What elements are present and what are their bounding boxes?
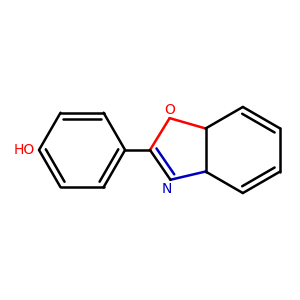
Text: HO: HO [13, 143, 34, 157]
Text: O: O [164, 103, 175, 117]
Text: N: N [162, 182, 172, 196]
